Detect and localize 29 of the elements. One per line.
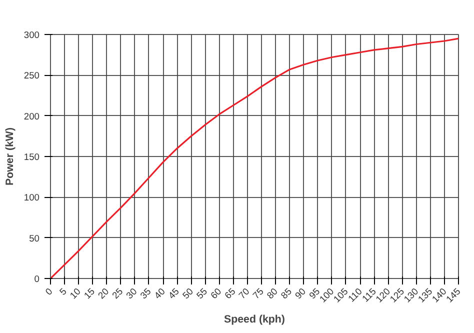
- y-tick-label: 200: [24, 111, 40, 122]
- y-axis-title: Power (kW): [4, 127, 16, 186]
- x-tick-label: 65: [222, 286, 238, 301]
- x-tick-label: 90: [293, 286, 308, 301]
- line-series: [50, 38, 458, 278]
- x-tick-label: 20: [96, 286, 111, 301]
- y-tick-label: 300: [24, 30, 40, 40]
- x-tick-label: 15: [82, 286, 97, 301]
- y-tick-label: 0: [34, 274, 40, 284]
- x-tick-label: 30: [124, 286, 139, 301]
- x-tick-label: 60: [208, 286, 224, 301]
- x-tick-label: 45: [166, 286, 182, 301]
- x-tick-label: 85: [279, 286, 294, 301]
- x-tick-label: 25: [110, 286, 125, 301]
- y-tick-label: 50: [29, 233, 40, 244]
- x-tick-label: 40: [152, 286, 167, 301]
- x-tick-label: 10: [68, 286, 83, 301]
- x-tick-label: 70: [236, 286, 252, 301]
- x-tick-label: 35: [138, 286, 153, 301]
- y-tick-label: 150: [24, 152, 40, 162]
- x-tick-label: 5: [58, 286, 68, 298]
- x-tick-label: 80: [265, 286, 280, 301]
- x-tick-label: 75: [251, 286, 266, 301]
- x-tick-label: 50: [180, 286, 196, 301]
- x-tick-label: 0: [44, 286, 54, 298]
- y-tick-label: 100: [24, 192, 40, 203]
- y-tick-label: 250: [24, 70, 40, 81]
- x-axis-title: Speed (kph): [224, 313, 286, 326]
- x-tick-label: 55: [194, 286, 210, 301]
